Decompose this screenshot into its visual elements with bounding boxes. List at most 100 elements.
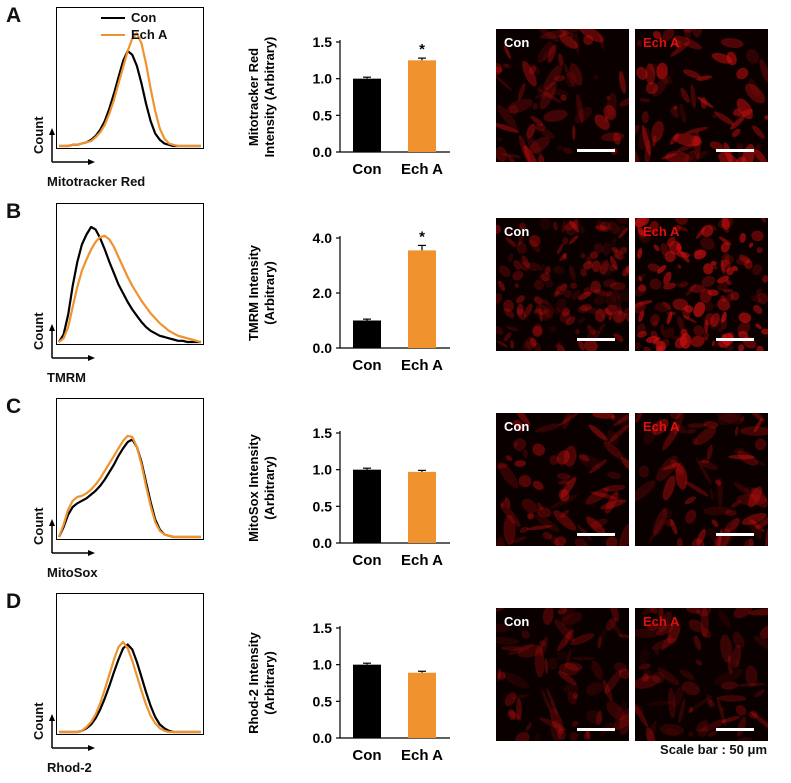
panel-letter: C <box>6 395 22 418</box>
bar-con <box>353 78 381 152</box>
y-tick-label: 0.0 <box>313 730 333 746</box>
y-tick-label: 1.5 <box>313 425 333 441</box>
scale-bar <box>716 533 754 536</box>
histogram-plot <box>56 593 204 735</box>
histogram-line-ech-a <box>59 640 201 734</box>
histogram-y-label: Count <box>31 312 46 350</box>
micrograph-label: Ech A <box>643 419 680 434</box>
bar-y-axis-label: (Arbitrary) <box>262 456 277 520</box>
y-tick-label: 1.0 <box>313 462 333 478</box>
y-tick-label: 1.0 <box>313 657 333 673</box>
micrograph-ech-a: Ech A <box>635 413 768 546</box>
histogram-line-con <box>58 225 201 344</box>
histogram-line-ech-a <box>57 434 201 539</box>
y-tick-label: 0.0 <box>313 535 333 551</box>
micrograph-texture <box>635 413 768 546</box>
bar-y-axis-label: Intensity (Arbitrary) <box>262 37 277 158</box>
micrograph-texture <box>635 218 768 351</box>
bar-y-axis-label: Mitotracker Red <box>246 48 261 146</box>
micrograph-label: Con <box>504 614 530 629</box>
micrograph-label: Ech A <box>643 35 680 50</box>
histogram-svg <box>58 225 202 344</box>
histogram-svg <box>57 434 201 539</box>
bar-chart: MitoSox Intensity (Arbitrary) 0.0 0.5 1.0 1.5… <box>246 425 450 569</box>
histogram-svg <box>59 640 201 734</box>
histogram-axis-arrows <box>49 324 95 361</box>
micrograph-label: Ech A <box>643 224 680 239</box>
up-arrow-icon <box>49 324 55 331</box>
micrograph-ech-a: Ech A <box>635 608 768 741</box>
y-tick-label: 4.0 <box>313 230 333 246</box>
y-tick-label: 2.0 <box>313 285 333 301</box>
y-tick-label: 1.0 <box>313 71 333 87</box>
scale-bar-note: Scale bar : 50 μm <box>660 742 767 757</box>
up-arrow-icon <box>49 128 55 135</box>
bar-ech-a <box>408 471 436 543</box>
panel-letter: B <box>6 200 22 223</box>
bar-y-axis-label: TMRM Intensity <box>246 244 261 341</box>
bar-y-axis-label: (Arbitrary) <box>262 261 277 325</box>
bar-y-axis-label: MitoSox Intensity <box>246 433 261 541</box>
scale-bar <box>577 533 615 536</box>
panel-a: A Count Mitotracker Red Con Ech A Mitotracker… <box>0 2 791 197</box>
panel-letter: D <box>6 590 22 613</box>
histogram-axis-arrows <box>49 128 95 165</box>
micrograph-con: Con <box>496 218 629 351</box>
x-category-label: Con <box>352 161 381 178</box>
x-category-label: Ech A <box>401 357 443 374</box>
panel-d: D Count Rhod-2 Rhod-2 Intensity (Arbitrary) 0… <box>0 588 791 783</box>
x-category-label: Ech A <box>401 747 443 764</box>
histogram-line-ech-a <box>59 32 201 148</box>
x-category-label: Con <box>352 552 381 569</box>
micrograph-texture <box>496 29 629 162</box>
micrograph-label: Ech A <box>643 614 680 629</box>
micrograph-texture <box>496 218 629 351</box>
panel-c: C Count MitoSox MitoSox Intensity (Arbitrary… <box>0 393 791 588</box>
legend-item: Ech A <box>101 26 167 43</box>
legend-label: Ech A <box>131 27 168 42</box>
bar-con <box>353 320 381 348</box>
scale-bar <box>577 149 615 152</box>
scale-bar <box>577 728 615 731</box>
histogram-plot <box>56 398 204 540</box>
scale-bar <box>716 338 754 341</box>
histogram-y-label: Count <box>31 702 46 740</box>
bar-ech-a <box>408 672 436 738</box>
x-category-label: Ech A <box>401 161 443 178</box>
y-tick-label: 0.0 <box>313 144 333 160</box>
up-arrow-icon <box>49 519 55 526</box>
bar-con <box>353 664 381 738</box>
x-category-label: Ech A <box>401 552 443 569</box>
bar-y-axis-label: (Arbitrary) <box>262 651 277 715</box>
bar-ech-a <box>408 250 436 348</box>
right-arrow-icon <box>88 355 95 361</box>
scale-bar <box>716 728 754 731</box>
micrograph-texture <box>496 608 629 741</box>
x-category-label: Con <box>352 357 381 374</box>
histogram-y-label: Count <box>31 507 46 545</box>
micrograph-texture <box>496 413 629 546</box>
histogram-x-label: Mitotracker Red <box>47 174 146 189</box>
histogram-x-label: TMRM <box>47 370 86 385</box>
micrograph-label: Con <box>504 224 530 239</box>
histogram-axis-arrows <box>49 714 95 751</box>
scale-bar <box>716 149 754 152</box>
y-tick-label: 0.5 <box>313 107 333 123</box>
bar-y-axis-label: Rhod-2 Intensity <box>246 631 261 734</box>
bar-chart: Mitotracker Red Intensity (Arbitrary) 0.0 0… <box>246 34 450 178</box>
bar-ech-a <box>408 60 436 153</box>
right-arrow-icon <box>88 550 95 556</box>
right-arrow-icon <box>88 745 95 751</box>
bar-con <box>353 469 381 543</box>
micrograph-texture <box>635 608 768 741</box>
significance-star: * <box>419 41 425 58</box>
micrograph-con: Con <box>496 413 629 546</box>
histogram-line-ech-a <box>58 234 202 344</box>
bar-chart: TMRM Intensity (Arbitrary) 0.0 2.0 4.0 Con Ech… <box>246 228 450 374</box>
legend-label: Con <box>131 10 157 25</box>
right-arrow-icon <box>88 159 95 165</box>
scale-bar <box>577 338 615 341</box>
y-tick-label: 0.0 <box>313 340 333 356</box>
micrograph-con: Con <box>496 29 629 162</box>
histogram-x-label: Rhod-2 <box>47 760 92 775</box>
